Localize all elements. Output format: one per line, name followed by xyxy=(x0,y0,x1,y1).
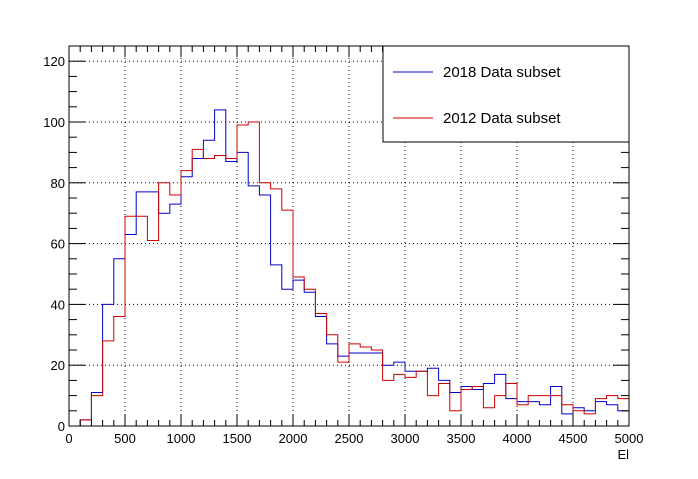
x-tick-label: 3000 xyxy=(391,431,420,446)
y-tick-label: 120 xyxy=(43,54,65,69)
y-tick-label: 100 xyxy=(43,115,65,130)
y-tick-label: 40 xyxy=(51,297,65,312)
legend: 2018 Data subset 2012 Data subset xyxy=(382,45,630,143)
label-layer: 0 500 1000 1500 2000 2500 3000 3500 4000 4500 5000… xyxy=(43,54,643,446)
x-axis-label: El xyxy=(617,447,629,462)
x-tick-label: 500 xyxy=(114,431,136,446)
legend-box xyxy=(382,45,630,143)
grid-layer xyxy=(69,46,629,426)
x-tick-label: 1000 xyxy=(167,431,196,446)
histogram-step-line xyxy=(69,121,629,427)
legend-label-2018: 2018 Data subset xyxy=(443,64,561,81)
x-tick-label: 2000 xyxy=(279,431,308,446)
x-tick-label: 3500 xyxy=(447,431,476,446)
y-tick-label: 0 xyxy=(58,419,65,434)
x-tick-label: 2500 xyxy=(335,431,364,446)
y-tick-label: 80 xyxy=(51,176,65,191)
x-tick-label: 0 xyxy=(65,431,72,446)
series-layer xyxy=(69,109,629,427)
legend-label-2012: 2012 Data subset xyxy=(443,110,561,127)
x-tick-label: 4500 xyxy=(559,431,588,446)
tick-layer xyxy=(68,45,630,427)
x-tick-label: 1500 xyxy=(223,431,252,446)
y-tick-label: 20 xyxy=(51,358,65,373)
x-tick-label: 5000 xyxy=(615,431,644,446)
series-1 xyxy=(69,121,629,427)
x-tick-label: 4000 xyxy=(503,431,532,446)
y-tick-label: 60 xyxy=(51,237,65,252)
